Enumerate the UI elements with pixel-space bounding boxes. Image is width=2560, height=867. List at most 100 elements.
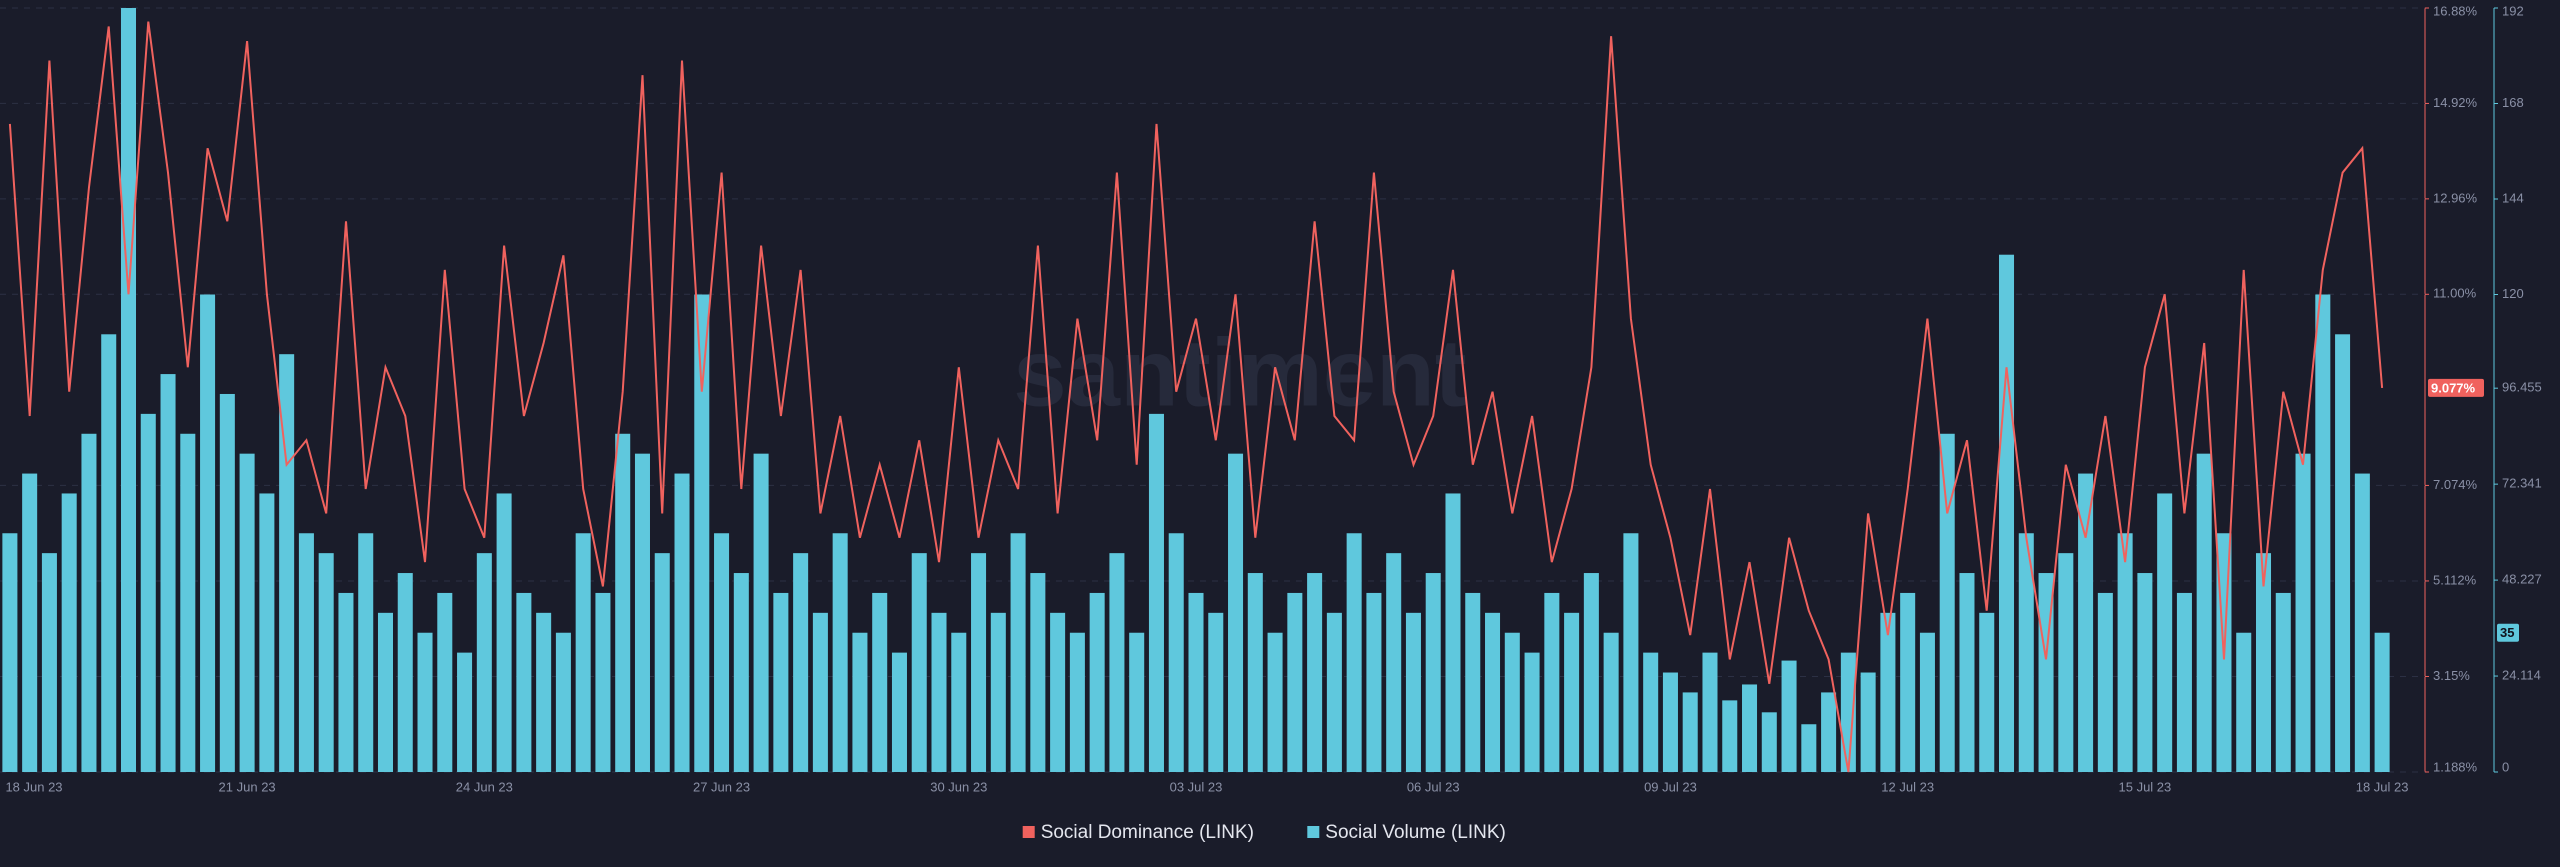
x-tick-label: 18 Jun 23: [5, 779, 62, 794]
bar: [951, 632, 967, 772]
bar: [1564, 612, 1580, 772]
bar: [2157, 493, 2173, 772]
bar: [615, 433, 631, 772]
bar: [1050, 612, 1066, 772]
bar: [812, 612, 828, 772]
y2-tick-label: 120: [2502, 286, 2524, 301]
bar: [1485, 612, 1501, 772]
bar: [2078, 473, 2094, 772]
bar: [1346, 533, 1362, 772]
bar: [1129, 632, 1145, 772]
bar: [1742, 684, 1758, 772]
bar: [2137, 573, 2153, 772]
y-tick-label: 5.112%: [2433, 572, 2477, 587]
bar: [1366, 592, 1382, 772]
bar: [595, 592, 611, 772]
y-tick-label: 16.88%: [2433, 3, 2478, 18]
bar: [200, 294, 216, 772]
y-tick-label: 14.92%: [2433, 95, 2478, 110]
bar: [259, 493, 275, 772]
bar: [1326, 612, 1342, 772]
bar: [1287, 592, 1303, 772]
legend: Social Dominance (LINK) Social Volume (LI…: [1022, 822, 1506, 843]
bar: [1069, 632, 1085, 772]
bar: [219, 393, 235, 772]
y2-tick-label: 0: [2502, 759, 2509, 774]
bar: [516, 592, 532, 772]
bar: [1781, 660, 1797, 772]
bar: [1900, 592, 1916, 772]
bar: [1959, 573, 1975, 772]
bar: [1030, 573, 1046, 772]
bar: [1761, 712, 1777, 772]
bar: [1010, 533, 1026, 772]
bar: [2275, 592, 2291, 772]
bar: [1445, 493, 1461, 772]
bar: [120, 8, 137, 772]
bar: [2196, 453, 2212, 772]
bar: [694, 294, 710, 772]
y2-tick-label: 192: [2502, 3, 2524, 18]
bar: [1583, 573, 1599, 772]
legend-label: Social Dominance (LINK): [1041, 822, 1254, 843]
bar: [180, 433, 196, 772]
bar: [1524, 652, 1540, 772]
x-tick-label: 21 Jun 23: [219, 779, 276, 794]
bar: [496, 493, 512, 772]
x-tick-label: 30 Jun 23: [930, 779, 987, 794]
bar: [555, 632, 571, 772]
x-tick-label: 09 Jul 23: [1644, 779, 1697, 794]
bar: [101, 334, 117, 772]
bar: [793, 553, 809, 772]
y2-tick-label: 48.227: [2502, 572, 2542, 587]
bar: [1089, 592, 1105, 772]
y2-tick-label: 168: [2502, 95, 2524, 110]
bar: [1603, 632, 1619, 772]
x-tick-label: 18 Jul 23: [2356, 779, 2409, 794]
bar: [1247, 573, 1263, 772]
bar: [2097, 592, 2113, 772]
bar: [2117, 533, 2133, 772]
bar: [476, 553, 492, 772]
bar: [41, 553, 57, 772]
bar: [1722, 700, 1738, 772]
x-tick-label: 24 Jun 23: [456, 779, 513, 794]
bar: [1267, 632, 1283, 772]
bar: [2018, 533, 2034, 772]
bar: [2236, 632, 2252, 772]
bar: [397, 573, 413, 772]
bar: [1939, 433, 1955, 772]
value-badge: [2497, 623, 2519, 642]
x-tick-label: 03 Jul 23: [1170, 779, 1223, 794]
bar: [1999, 254, 2015, 773]
line: [8, 21, 2384, 773]
y2-tick-label: 72.341: [2502, 476, 2542, 491]
bar: [1307, 573, 1323, 772]
bar: [1544, 592, 1560, 772]
bar: [1168, 533, 1184, 772]
y-tick-label: 12.96%: [2433, 190, 2478, 205]
bar: [2315, 294, 2331, 772]
x-tick-label: 27 Jun 23: [693, 779, 750, 794]
bar: [1880, 612, 1896, 772]
x-tick-label: 15 Jul 23: [2119, 779, 2172, 794]
bar: [437, 592, 453, 772]
bar: [2335, 334, 2351, 772]
bar: [2058, 553, 2074, 772]
bar: [1821, 692, 1837, 772]
bar: [61, 493, 77, 772]
bar: [457, 652, 473, 772]
bar: [536, 612, 552, 772]
bar: [674, 473, 690, 772]
bar: [318, 553, 334, 772]
bar: [1386, 553, 1402, 772]
legend-label: Social Volume (LINK): [1325, 822, 1506, 843]
bar: [911, 553, 927, 772]
bar: [2, 533, 18, 772]
bar: [1405, 612, 1421, 772]
bar: [654, 553, 670, 772]
bar: [358, 533, 374, 772]
bar: [971, 553, 987, 772]
bar: [1425, 573, 1441, 772]
y2-tick-label: 144: [2502, 190, 2524, 205]
